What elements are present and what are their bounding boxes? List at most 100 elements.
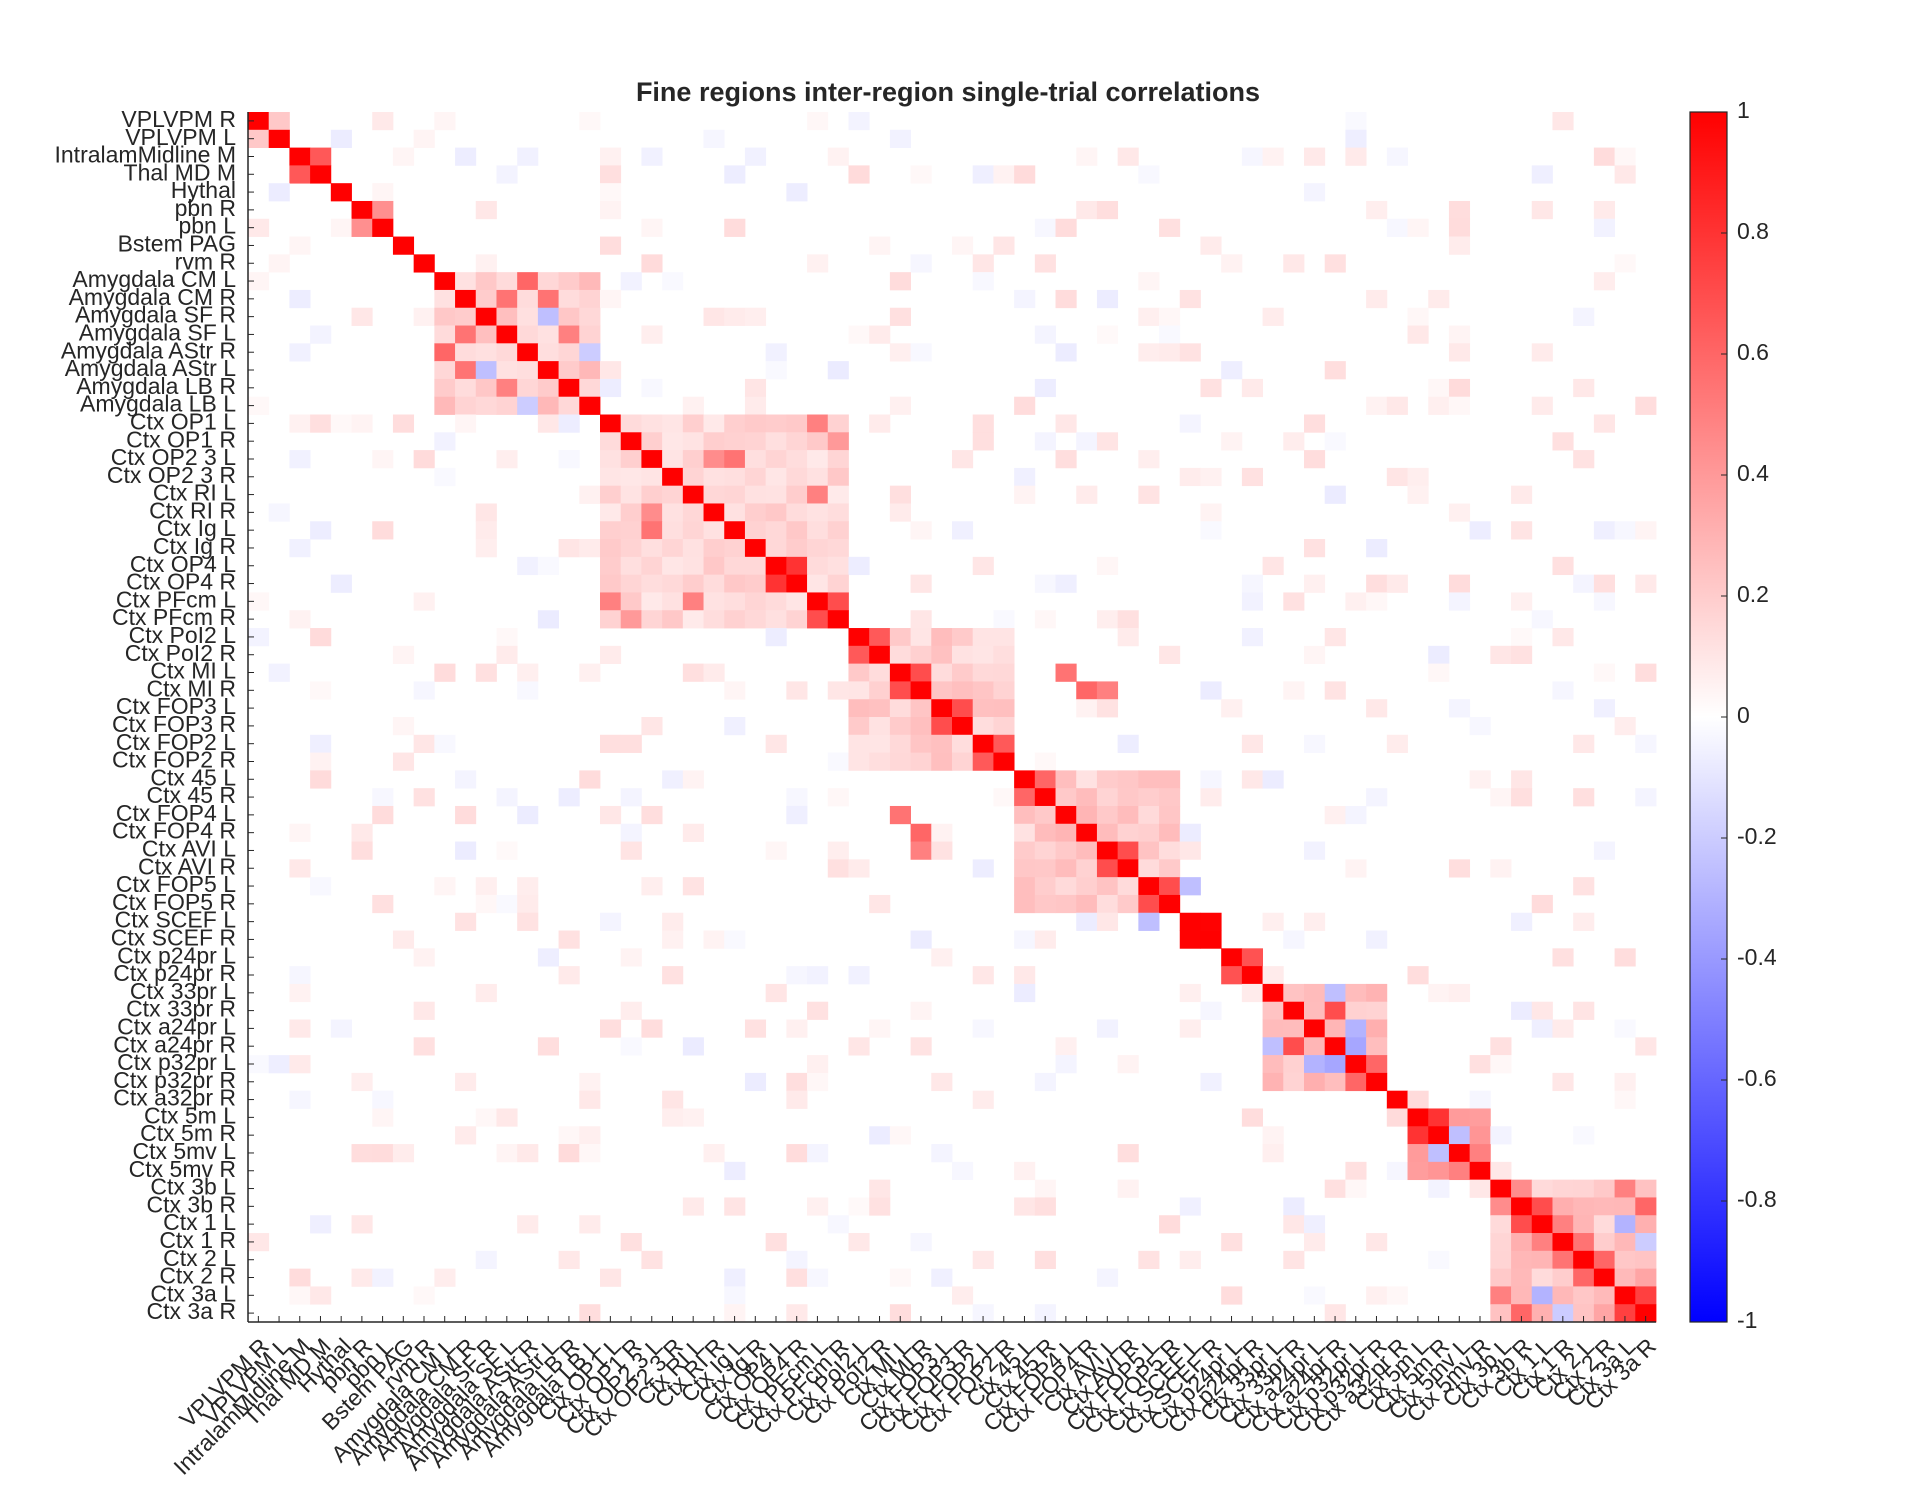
heatmap-cell xyxy=(1076,147,1098,166)
heatmap-cell xyxy=(1304,1286,1326,1305)
heatmap-cell xyxy=(765,734,787,753)
heatmap-cell xyxy=(1552,1304,1574,1323)
heatmap-cell xyxy=(579,1304,601,1323)
heatmap-cell xyxy=(744,467,767,487)
heatmap-cell xyxy=(1366,200,1388,220)
heatmap-cell xyxy=(848,165,870,184)
heatmap-cell xyxy=(952,521,974,540)
heatmap-cell xyxy=(1014,485,1036,504)
heatmap-cell xyxy=(972,717,994,736)
heatmap-cell xyxy=(1159,1215,1181,1234)
heatmap-cell xyxy=(558,272,580,291)
heatmap-cell xyxy=(807,1197,829,1216)
heatmap-cell xyxy=(1573,450,1595,469)
heatmap-cell xyxy=(289,610,311,629)
heatmap-cell xyxy=(1531,1215,1553,1234)
heatmap-cell xyxy=(1055,894,1077,914)
heatmap-cell xyxy=(662,966,684,985)
heatmap-cell xyxy=(434,325,456,344)
heatmap-cell xyxy=(620,467,642,487)
heatmap-cell xyxy=(1055,343,1077,362)
row-label: pbn L xyxy=(178,213,236,239)
heatmap-cell xyxy=(579,361,601,380)
heatmap-cell xyxy=(807,592,829,611)
heatmap-cell xyxy=(1200,1001,1222,1020)
heatmap-cell xyxy=(786,556,808,576)
heatmap-cell xyxy=(434,467,456,487)
heatmap-cell xyxy=(455,805,477,825)
heatmap-cell xyxy=(641,556,663,576)
heatmap-cell xyxy=(1490,645,1512,665)
heatmap-cell xyxy=(1448,325,1471,344)
heatmap-cell xyxy=(1096,556,1119,576)
heatmap-cell xyxy=(1117,610,1139,629)
heatmap-cell xyxy=(910,574,932,593)
heatmap-cell xyxy=(765,556,787,576)
heatmap-cell xyxy=(558,930,580,949)
heatmap-cell xyxy=(1490,1161,1512,1181)
heatmap-cell xyxy=(1386,218,1408,237)
heatmap-cell xyxy=(703,467,725,487)
heatmap-cell xyxy=(641,414,663,433)
heatmap-cell xyxy=(558,414,580,433)
heatmap-cell xyxy=(1014,165,1036,184)
heatmap-cell xyxy=(1200,1072,1222,1092)
heatmap-cell xyxy=(1324,432,1346,451)
heatmap-cell xyxy=(1076,877,1098,896)
heatmap-cell xyxy=(310,147,332,166)
heatmap-cell xyxy=(910,699,932,718)
row-label: Ctx p32pr R xyxy=(113,1067,236,1093)
heatmap-cell xyxy=(1304,1037,1326,1056)
heatmap-cell xyxy=(1635,788,1657,807)
heatmap-cell xyxy=(1179,912,1201,931)
heatmap-cell xyxy=(600,147,622,166)
heatmap-cell xyxy=(372,1108,394,1127)
heatmap-cell xyxy=(931,823,953,842)
heatmap-cell xyxy=(765,592,787,611)
heatmap-cell xyxy=(558,966,580,985)
heatmap-cell xyxy=(1573,307,1595,326)
heatmap-cell xyxy=(1076,912,1098,931)
heatmap-cell xyxy=(517,556,539,576)
heatmap-cell xyxy=(1159,823,1181,842)
heatmap-cell xyxy=(1076,841,1098,860)
heatmap-cell xyxy=(558,289,580,309)
heatmap-cell xyxy=(1096,1019,1119,1038)
heatmap-cell xyxy=(869,414,891,433)
heatmap-cell xyxy=(1407,966,1429,985)
heatmap-cell xyxy=(600,485,622,504)
heatmap-cell xyxy=(1614,1090,1636,1109)
heatmap-cell xyxy=(889,681,911,700)
heatmap-cell xyxy=(1283,681,1305,700)
heatmap-cell xyxy=(931,752,953,771)
heatmap-cell xyxy=(455,343,477,362)
heatmap-cell xyxy=(1304,1055,1326,1074)
row-label: Ctx 5mv L xyxy=(132,1138,236,1164)
heatmap-cell xyxy=(1573,1197,1595,1216)
heatmap-cell xyxy=(1511,1001,1533,1020)
heatmap-cell xyxy=(517,343,539,362)
heatmap-cell xyxy=(455,770,477,789)
heatmap-cell xyxy=(620,432,642,451)
heatmap-cell xyxy=(1179,877,1201,896)
heatmap-cell xyxy=(351,1215,373,1234)
heatmap-cell xyxy=(1573,912,1595,931)
heatmap-cell xyxy=(1366,699,1388,718)
heatmap-cell xyxy=(434,307,456,326)
heatmap-cell xyxy=(268,663,290,682)
heatmap-cell xyxy=(392,752,415,771)
heatmap-cell xyxy=(1138,894,1160,914)
heatmap-cell xyxy=(952,1286,974,1305)
heatmap-cell xyxy=(993,165,1015,184)
heatmap-cell xyxy=(1345,1037,1367,1056)
heatmap-cell xyxy=(310,1286,332,1305)
heatmap-cell xyxy=(889,343,911,362)
heatmap-cell xyxy=(807,414,829,433)
colorbar-tick-label: -0.8 xyxy=(1737,1186,1777,1212)
heatmap-cell xyxy=(786,485,808,504)
heatmap-cell xyxy=(1531,1286,1553,1305)
heatmap-cell xyxy=(310,877,332,896)
heatmap-cell xyxy=(1386,1161,1408,1181)
heatmap-cell xyxy=(952,236,974,255)
heatmap-cell xyxy=(475,396,497,415)
